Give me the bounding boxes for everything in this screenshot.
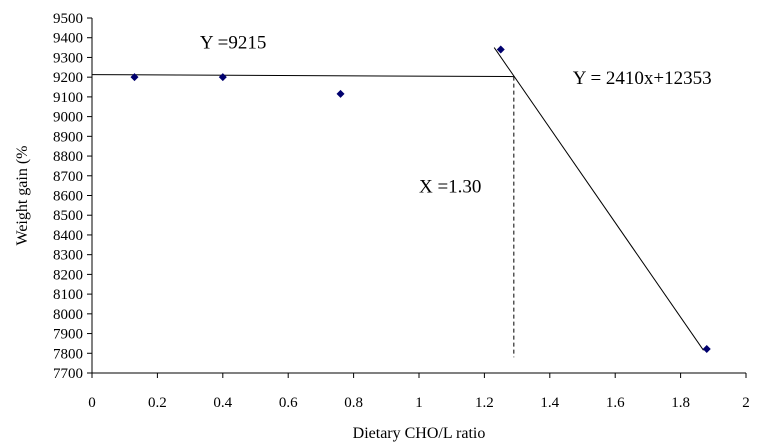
x-axis-title: Dietary CHO/L ratio	[353, 425, 486, 442]
x-tick-label: 0.2	[148, 395, 167, 411]
y-tick-label: 9500	[53, 11, 83, 27]
y-tick-label: 9300	[53, 50, 83, 66]
x-axis-ticks: 0 0.2 0.4 0.6 0.8 1 1.2 1.4 1.6 1.8 2	[88, 373, 750, 411]
data-points	[130, 45, 711, 353]
fit-lines	[91, 47, 704, 351]
y-tick-label: 9100	[53, 90, 83, 106]
x-tick-label: 1.8	[671, 395, 690, 411]
y-tick-label: 8200	[53, 267, 83, 283]
y-axis-title: Weight gain (%	[14, 145, 31, 245]
y-tick-label: 9000	[53, 110, 83, 126]
x-tick-label: 1.2	[475, 395, 494, 411]
y-tick-label: 8000	[53, 307, 83, 323]
data-point	[218, 73, 227, 82]
y-tick-label: 8600	[53, 189, 83, 205]
y-tick-label: 8900	[53, 129, 83, 145]
y-axis-ticks: 7700 7800 7900 8000 8100 8200 8300 8400 8500 8600…	[53, 11, 92, 382]
annotation-label: Y =9215	[200, 33, 266, 54]
x-tick-label: 0.6	[279, 395, 298, 411]
annotations: Y =9215 Y = 2410x+12353 X =1.30	[200, 33, 712, 198]
annotation-label: X =1.30	[419, 177, 481, 198]
annotation-label: Y = 2410x+12353	[573, 68, 712, 89]
y-tick-label: 8500	[53, 208, 83, 224]
y-tick-label: 8300	[53, 248, 83, 264]
y-tick-label: 9400	[53, 31, 83, 47]
y-tick-label: 8700	[53, 169, 83, 185]
fit-line	[493, 47, 704, 351]
x-tick-label: 1	[415, 395, 423, 411]
y-tick-label: 7900	[53, 327, 83, 343]
y-tick-label: 9200	[53, 70, 83, 86]
y-tick-label: 7800	[53, 346, 83, 362]
y-tick-label: 8800	[53, 149, 83, 165]
x-tick-label: 2	[742, 395, 750, 411]
data-point	[130, 73, 139, 82]
y-tick-label: 8100	[53, 287, 83, 303]
data-point	[336, 89, 345, 98]
data-point	[496, 45, 505, 54]
x-tick-label: 0.8	[344, 395, 363, 411]
x-tick-label: 0.4	[213, 395, 232, 411]
y-tick-label: 7700	[53, 366, 83, 382]
x-tick-label: 0	[88, 395, 96, 411]
x-tick-label: 1.4	[540, 395, 559, 411]
x-tick-label: 1.6	[606, 395, 625, 411]
y-tick-label: 8400	[53, 228, 83, 244]
fit-line	[91, 74, 514, 78]
data-point	[702, 344, 711, 353]
